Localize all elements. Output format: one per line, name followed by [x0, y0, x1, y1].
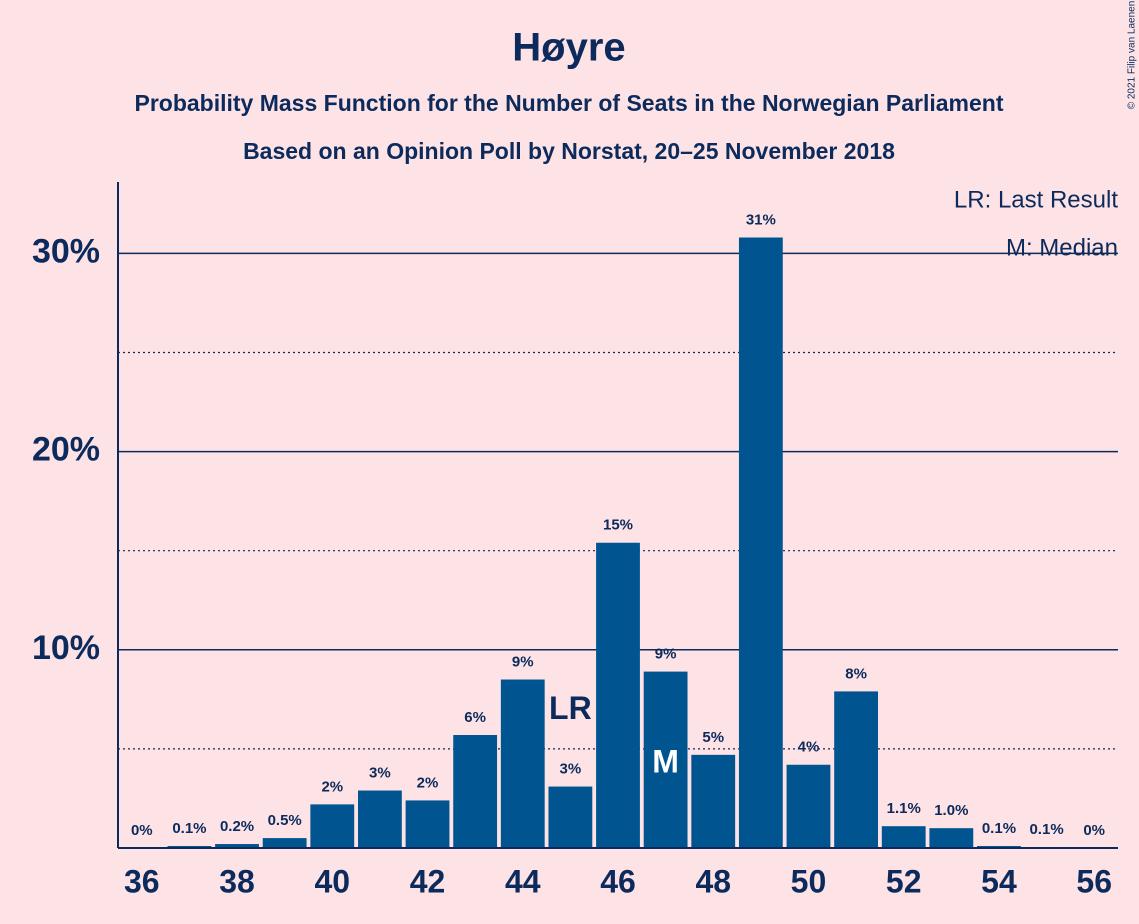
x-tick-label: 52 — [886, 863, 922, 899]
bar — [405, 800, 450, 848]
bar — [691, 754, 736, 848]
data-label: 9% — [655, 646, 677, 663]
x-tick-label: 42 — [410, 863, 446, 899]
y-tick-label: 10% — [32, 629, 100, 667]
data-label: 6% — [464, 709, 486, 726]
data-label: 3% — [560, 761, 582, 778]
data-label: 0.1% — [982, 820, 1016, 837]
data-label: 9% — [512, 653, 534, 670]
bar — [643, 671, 688, 848]
legend-entry: LR: Last Result — [954, 186, 1118, 213]
bar — [881, 826, 926, 848]
x-tick-label: 54 — [981, 863, 1017, 899]
y-tick-label: 30% — [32, 232, 100, 270]
legend-entry: M: Median — [1006, 234, 1118, 261]
bar — [596, 542, 640, 848]
chart-title: Høyre — [512, 26, 625, 70]
data-label: 0.1% — [1029, 821, 1063, 838]
data-label: 0% — [1083, 822, 1105, 839]
y-tick-label: 20% — [32, 431, 100, 469]
data-label: 2% — [321, 778, 343, 795]
bar — [215, 844, 259, 848]
data-label: 3% — [369, 764, 391, 781]
bar — [738, 237, 783, 848]
data-label: 2% — [417, 774, 439, 791]
bar — [310, 804, 355, 848]
annotation: LR — [549, 690, 592, 726]
x-tick-label: 48 — [695, 863, 731, 899]
bar — [358, 790, 402, 848]
bar — [453, 735, 498, 848]
data-label: 1.0% — [934, 802, 968, 819]
bar — [500, 679, 545, 848]
data-label: 5% — [702, 729, 724, 746]
x-tick-label: 38 — [219, 863, 255, 899]
chart-subtitle: Based on an Opinion Poll by Norstat, 20–… — [243, 138, 895, 164]
bar — [834, 691, 878, 848]
bar — [262, 838, 307, 848]
credit: © 2021 Filip van Laenen — [1127, 1, 1138, 110]
x-tick-label: 46 — [600, 863, 636, 899]
data-label: 8% — [845, 665, 867, 682]
data-label: 15% — [603, 517, 633, 534]
x-tick-label: 50 — [791, 863, 827, 899]
data-label: 0.2% — [220, 818, 254, 835]
data-label: 0% — [131, 822, 153, 839]
x-tick-label: 36 — [124, 863, 160, 899]
data-label: 0.5% — [268, 812, 302, 829]
bar — [548, 786, 593, 848]
bar — [929, 828, 974, 848]
data-label: 1.1% — [887, 800, 921, 817]
chart-subtitle: Probability Mass Function for the Number… — [134, 90, 1003, 116]
x-tick-label: 44 — [505, 863, 541, 899]
data-label: 0.1% — [172, 820, 206, 837]
data-label: 31% — [746, 211, 776, 228]
annotation: M — [652, 743, 679, 779]
x-tick-label: 56 — [1076, 863, 1112, 899]
bar — [786, 764, 831, 848]
data-label: 4% — [798, 739, 820, 756]
x-tick-label: 40 — [314, 863, 350, 899]
